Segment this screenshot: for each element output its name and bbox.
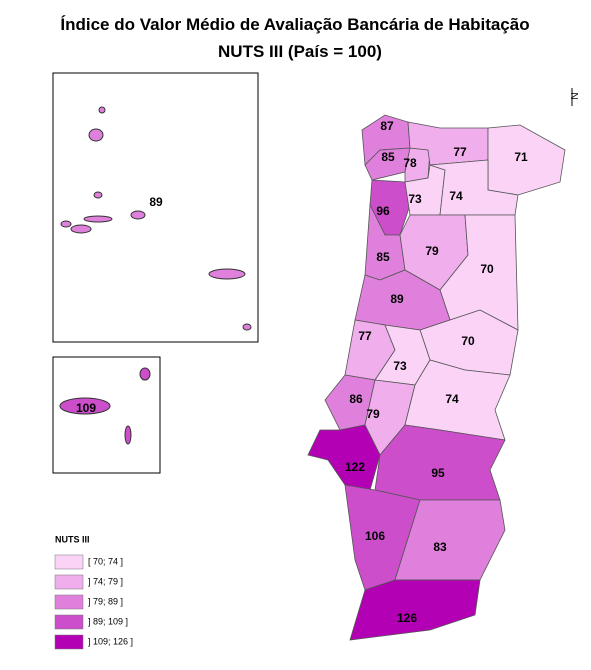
region-value: 71 — [514, 150, 528, 164]
island — [130, 210, 146, 220]
island — [88, 128, 104, 142]
region-value: 95 — [431, 466, 445, 480]
region-value: 106 — [365, 529, 385, 543]
legend-swatch — [54, 594, 84, 610]
legend-swatch — [54, 554, 84, 570]
region-value: 96 — [376, 204, 390, 218]
legend-swatch — [54, 614, 84, 630]
region-value: 73 — [408, 192, 422, 206]
region-value: 85 — [381, 150, 395, 164]
region-value: 79 — [366, 407, 380, 421]
legend-label: [ 70; 74 ] — [88, 556, 123, 566]
island — [93, 191, 103, 199]
island — [59, 397, 111, 415]
region-value: 70 — [461, 334, 475, 348]
region — [307, 424, 381, 491]
island — [60, 220, 72, 228]
legend-swatch — [54, 574, 84, 590]
north-label: N — [570, 92, 581, 99]
region-value: 77 — [358, 329, 372, 343]
legend-title: NUTS III — [55, 534, 90, 544]
region — [429, 159, 519, 216]
legend-swatch — [54, 634, 84, 650]
region-value: 122 — [345, 460, 365, 474]
island — [124, 425, 132, 445]
title: Índice do Valor Médio de Avaliação Bancá… — [60, 15, 529, 34]
region-value: 74 — [449, 189, 463, 203]
region-value: 73 — [393, 359, 407, 373]
legend-label: ] 74; 79 ] — [88, 576, 123, 586]
legend-label: ] 79; 89 ] — [88, 596, 123, 606]
region-value: 126 — [397, 611, 417, 625]
region — [349, 579, 481, 641]
region-value: 89 — [390, 292, 404, 306]
region-value: 87 — [380, 119, 394, 133]
island — [83, 215, 113, 223]
legend-label: ] 109; 126 ] — [88, 636, 133, 646]
region — [404, 147, 431, 183]
region-value: 109 — [76, 401, 96, 415]
madeira-frame — [52, 356, 161, 474]
island — [98, 106, 106, 114]
island — [242, 323, 252, 331]
region-value: 85 — [376, 250, 390, 264]
region-value: 74 — [445, 392, 459, 406]
region-value: 78 — [403, 156, 417, 170]
region-value: 86 — [349, 392, 363, 406]
region-value: 89 — [149, 195, 163, 209]
legend-label: ] 89; 109 ] — [88, 616, 128, 626]
island — [139, 367, 151, 381]
region-value: 83 — [433, 540, 447, 554]
region-value: 70 — [480, 262, 494, 276]
island — [208, 268, 246, 280]
subtitle: NUTS III (País = 100) — [218, 42, 382, 61]
region-value: 77 — [453, 145, 467, 159]
region — [394, 499, 506, 581]
azores-frame — [52, 72, 259, 343]
region-value: 79 — [425, 244, 439, 258]
island — [70, 224, 92, 234]
